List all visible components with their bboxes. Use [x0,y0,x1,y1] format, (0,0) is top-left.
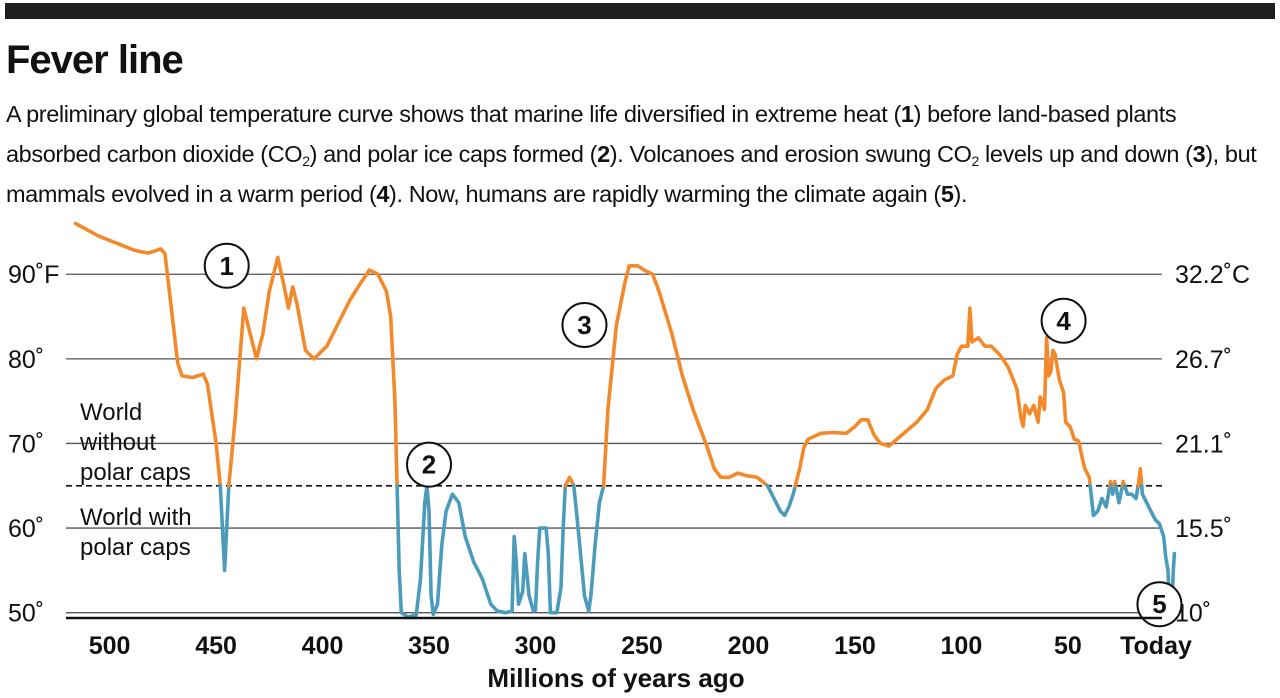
subtitle-text: ) before land-based plants absorbed carb… [6,101,1177,167]
zone-label-without-caps: World [80,399,142,426]
series-segment-warm [563,475,576,488]
y-tick-label-left: 60˚ [8,515,44,543]
x-axis: 500 450 400 350 300 250 200 150 100 50 Today [66,616,1192,660]
y-tick-label-left: 50˚ [8,600,44,628]
subtitle-marker-ref: 5 [940,181,954,207]
y-tick-label-left: 80˚ [8,346,44,374]
series-segment-cold [765,484,798,518]
chart-subtitle: A preliminary global temperature curve s… [6,94,1274,214]
marker-circle [203,242,250,289]
x-tick-label: 100 [941,632,983,660]
x-tick-label: 400 [302,632,344,660]
top-rule [5,3,1275,19]
x-tick-label: 500 [89,632,131,660]
series-segment-cold [1113,484,1125,505]
subtitle-marker-ref: 4 [376,181,390,207]
zone-label-without-caps: polar caps [80,459,191,486]
series-segment-cold [1088,484,1112,518]
marker-label: 1 [219,251,233,281]
series-segment-cold [218,484,231,573]
chart-title: Fever line [6,38,184,82]
y-tick-label-right: 21.1˚ [1175,430,1232,458]
zone-label-with-caps: polar caps [80,534,191,561]
marker-label: 2 [422,450,436,480]
subtitle-subscript: 2 [971,153,979,169]
marker-circle [406,441,453,488]
series-segment-cold [425,484,568,617]
x-tick-label: 450 [195,632,237,660]
subtitle-text: ). [953,181,968,207]
series-segment-cold [395,484,429,619]
event-markers: 1 2 3 4 5 [203,242,1183,628]
x-tick-label: 250 [621,632,663,660]
y-tick-label-right: 26.7˚ [1175,346,1232,374]
x-tick-label: 150 [834,632,876,660]
series-segment-cold [1109,484,1116,496]
subtitle-marker-ref: 1 [900,101,914,127]
series-segment-warm [793,306,1092,488]
marker-label: 4 [1056,306,1071,336]
series-segment-warm [601,264,770,488]
marker-circle [561,302,608,348]
x-tick-label: 350 [408,632,450,660]
y-tick-label-right: 32.2˚C [1175,261,1250,289]
subtitle-marker-ref: 2 [597,141,610,167]
subtitle-text: A preliminary global temperature curve s… [6,101,901,127]
marker-label: 5 [1152,589,1166,619]
x-tick-label: Today [1120,632,1192,660]
subtitle-text: ), but mammals evolved in a warm period … [6,141,1257,207]
x-axis-label: Millions of years ago [487,663,744,693]
x-tick-label: 300 [515,632,557,660]
marker-label: 3 [577,310,591,340]
subtitle-subscript: 2 [302,153,310,169]
y-axis-celsius: 32.2˚C26.7˚21.1˚15.5˚10˚ [1175,261,1250,627]
temperature-series [73,221,1177,623]
zone-label-with-caps: World with [80,504,192,531]
fever-line-chart: World without polar caps World with polar ca… [8,221,1250,693]
marker-circle [1136,581,1183,628]
x-tick-label: 50 [1054,632,1082,660]
series-segment-cold [572,484,606,613]
zone-labels: World without polar caps World with polar ca… [79,399,192,561]
subtitle-text: ) and polar ice caps formed ( [309,141,598,167]
marker-circle [1040,297,1087,344]
subtitle-text: ). Volcanoes and erosion swung CO [609,141,972,167]
series-segment-cold [1122,484,1140,501]
series-segment-warm [1136,467,1144,488]
zone-label-without-caps: without [79,429,156,456]
subtitle-text: ). Now, humans are rapidly warming the c… [389,181,941,207]
y-axis-fahrenheit: 90˚F 80˚ 70˚ 60˚ 50˚ [8,261,59,627]
y-tick-label-right: 15.5˚ [1175,515,1232,543]
gridlines [66,273,1162,614]
x-tick-label: 200 [728,632,770,660]
y-tick-label-left: 70˚ [8,430,44,458]
series-segment-warm [227,255,399,488]
subtitle-text: levels up and down ( [978,141,1193,167]
series-segment-warm [73,221,223,488]
y-tick-label-left: 90˚F [8,261,59,289]
subtitle-marker-ref: 3 [1192,141,1206,167]
